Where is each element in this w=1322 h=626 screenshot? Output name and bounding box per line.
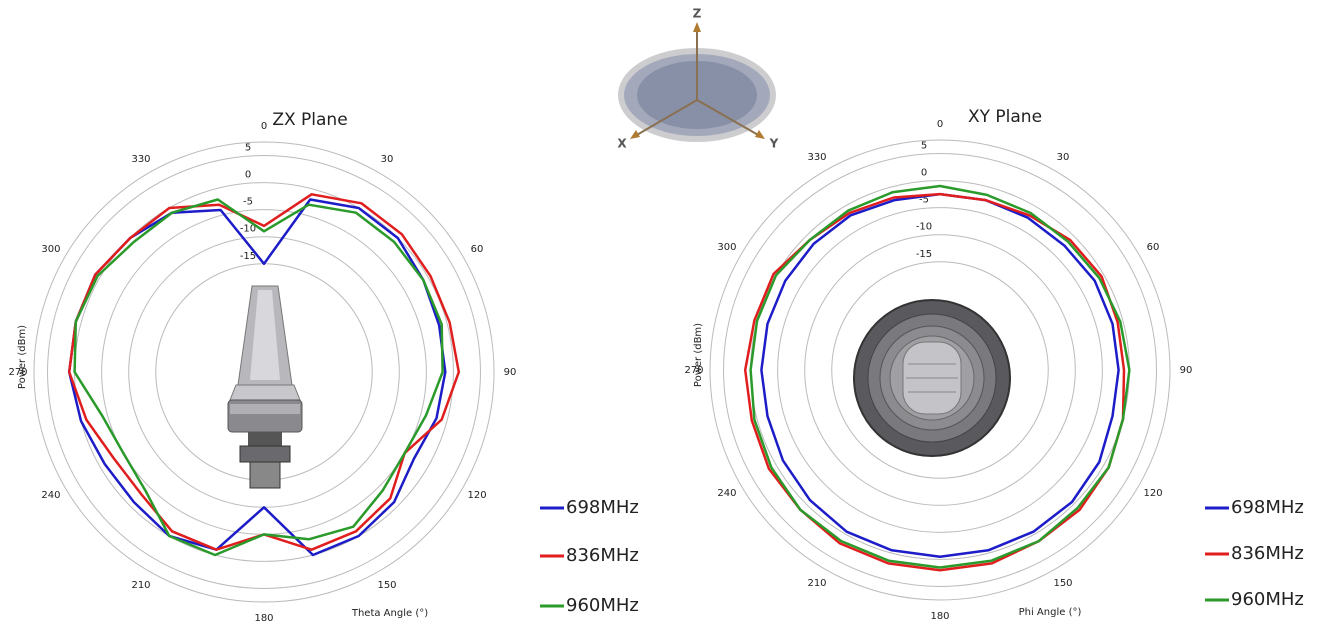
theta-tick-label: 270 (8, 367, 27, 378)
r-axis-label: Power (dBm) (693, 323, 704, 387)
theta-tick-label: 210 (131, 580, 150, 591)
theta-axis-label: Phi Angle (°) (1019, 607, 1082, 618)
theta-tick-label: 210 (807, 578, 826, 589)
theta-tick-label: 330 (131, 154, 150, 165)
axis-letter: X (617, 137, 627, 151)
theta-tick-label: 30 (381, 154, 394, 165)
theta-tick-label: 0 (937, 119, 943, 130)
legend-label: 836MHz (566, 545, 639, 566)
theta-tick-label: 90 (1180, 365, 1193, 376)
theta-tick-label: 60 (1147, 242, 1160, 253)
grid-ring (831, 261, 1049, 479)
theta-tick-label: 150 (1053, 578, 1072, 589)
theta-tick-label: 180 (930, 611, 949, 622)
r-tick-label: -5 (243, 197, 253, 208)
axes-icon: Z X Y (617, 7, 778, 151)
charts: -15-10-505030609012015018021024027030033… (8, 107, 1303, 624)
grid-ring (723, 153, 1157, 587)
theta-tick-label: 0 (261, 121, 267, 132)
series-line (73, 198, 444, 557)
legend-label: 698MHz (1231, 497, 1304, 518)
r-tick-label: -15 (916, 249, 932, 260)
r-axis-label: Power (dBm) (17, 325, 28, 389)
theta-tick-label: 300 (41, 244, 60, 255)
theta-tick-label: 60 (471, 244, 484, 255)
r-tick-label: 5 (245, 143, 251, 154)
series-line (743, 192, 1126, 572)
theta-tick-label: 240 (41, 490, 60, 501)
theta-tick-label: 90 (504, 367, 517, 378)
theta-axis-label: Theta Angle (°) (351, 608, 428, 619)
antenna-top (853, 299, 1011, 457)
theta-tick-label: 30 (1057, 152, 1070, 163)
r-tick-label: -15 (240, 251, 256, 262)
theta-tick-label: 270 (684, 365, 703, 376)
axis-letter: Z (693, 7, 702, 21)
legend-label: 960MHz (1231, 589, 1304, 610)
theta-tick-label: 150 (377, 580, 396, 591)
r-tick-label: 0 (245, 170, 251, 181)
axis-letter: Y (769, 137, 779, 151)
r-tick-label: 0 (921, 168, 927, 179)
chart-title: ZX Plane (272, 110, 347, 130)
r-tick-label: 5 (921, 141, 927, 152)
grid-ring (804, 234, 1076, 506)
theta-tick-label: 180 (254, 613, 273, 624)
r-tick-label: -10 (240, 224, 256, 235)
antenna-side (227, 285, 303, 489)
outer-ring (33, 141, 495, 603)
r-tick-label: -5 (919, 195, 929, 206)
grid-ring (47, 155, 481, 589)
series-line (760, 192, 1120, 558)
theta-tick-label: 240 (717, 488, 736, 499)
theta-tick-label: 120 (1143, 488, 1162, 499)
theta-tick-label: 120 (467, 490, 486, 501)
outer-ring (709, 139, 1171, 601)
chart-title: XY Plane (968, 107, 1042, 127)
legend-label: 836MHz (1231, 543, 1304, 564)
series-line (749, 184, 1131, 569)
theta-tick-label: 330 (807, 152, 826, 163)
r-tick-label: -10 (916, 222, 932, 233)
legend-label: 698MHz (566, 497, 639, 518)
grid-ring (777, 207, 1103, 533)
theta-tick-label: 300 (717, 242, 736, 253)
legend-label: 960MHz (566, 595, 639, 616)
